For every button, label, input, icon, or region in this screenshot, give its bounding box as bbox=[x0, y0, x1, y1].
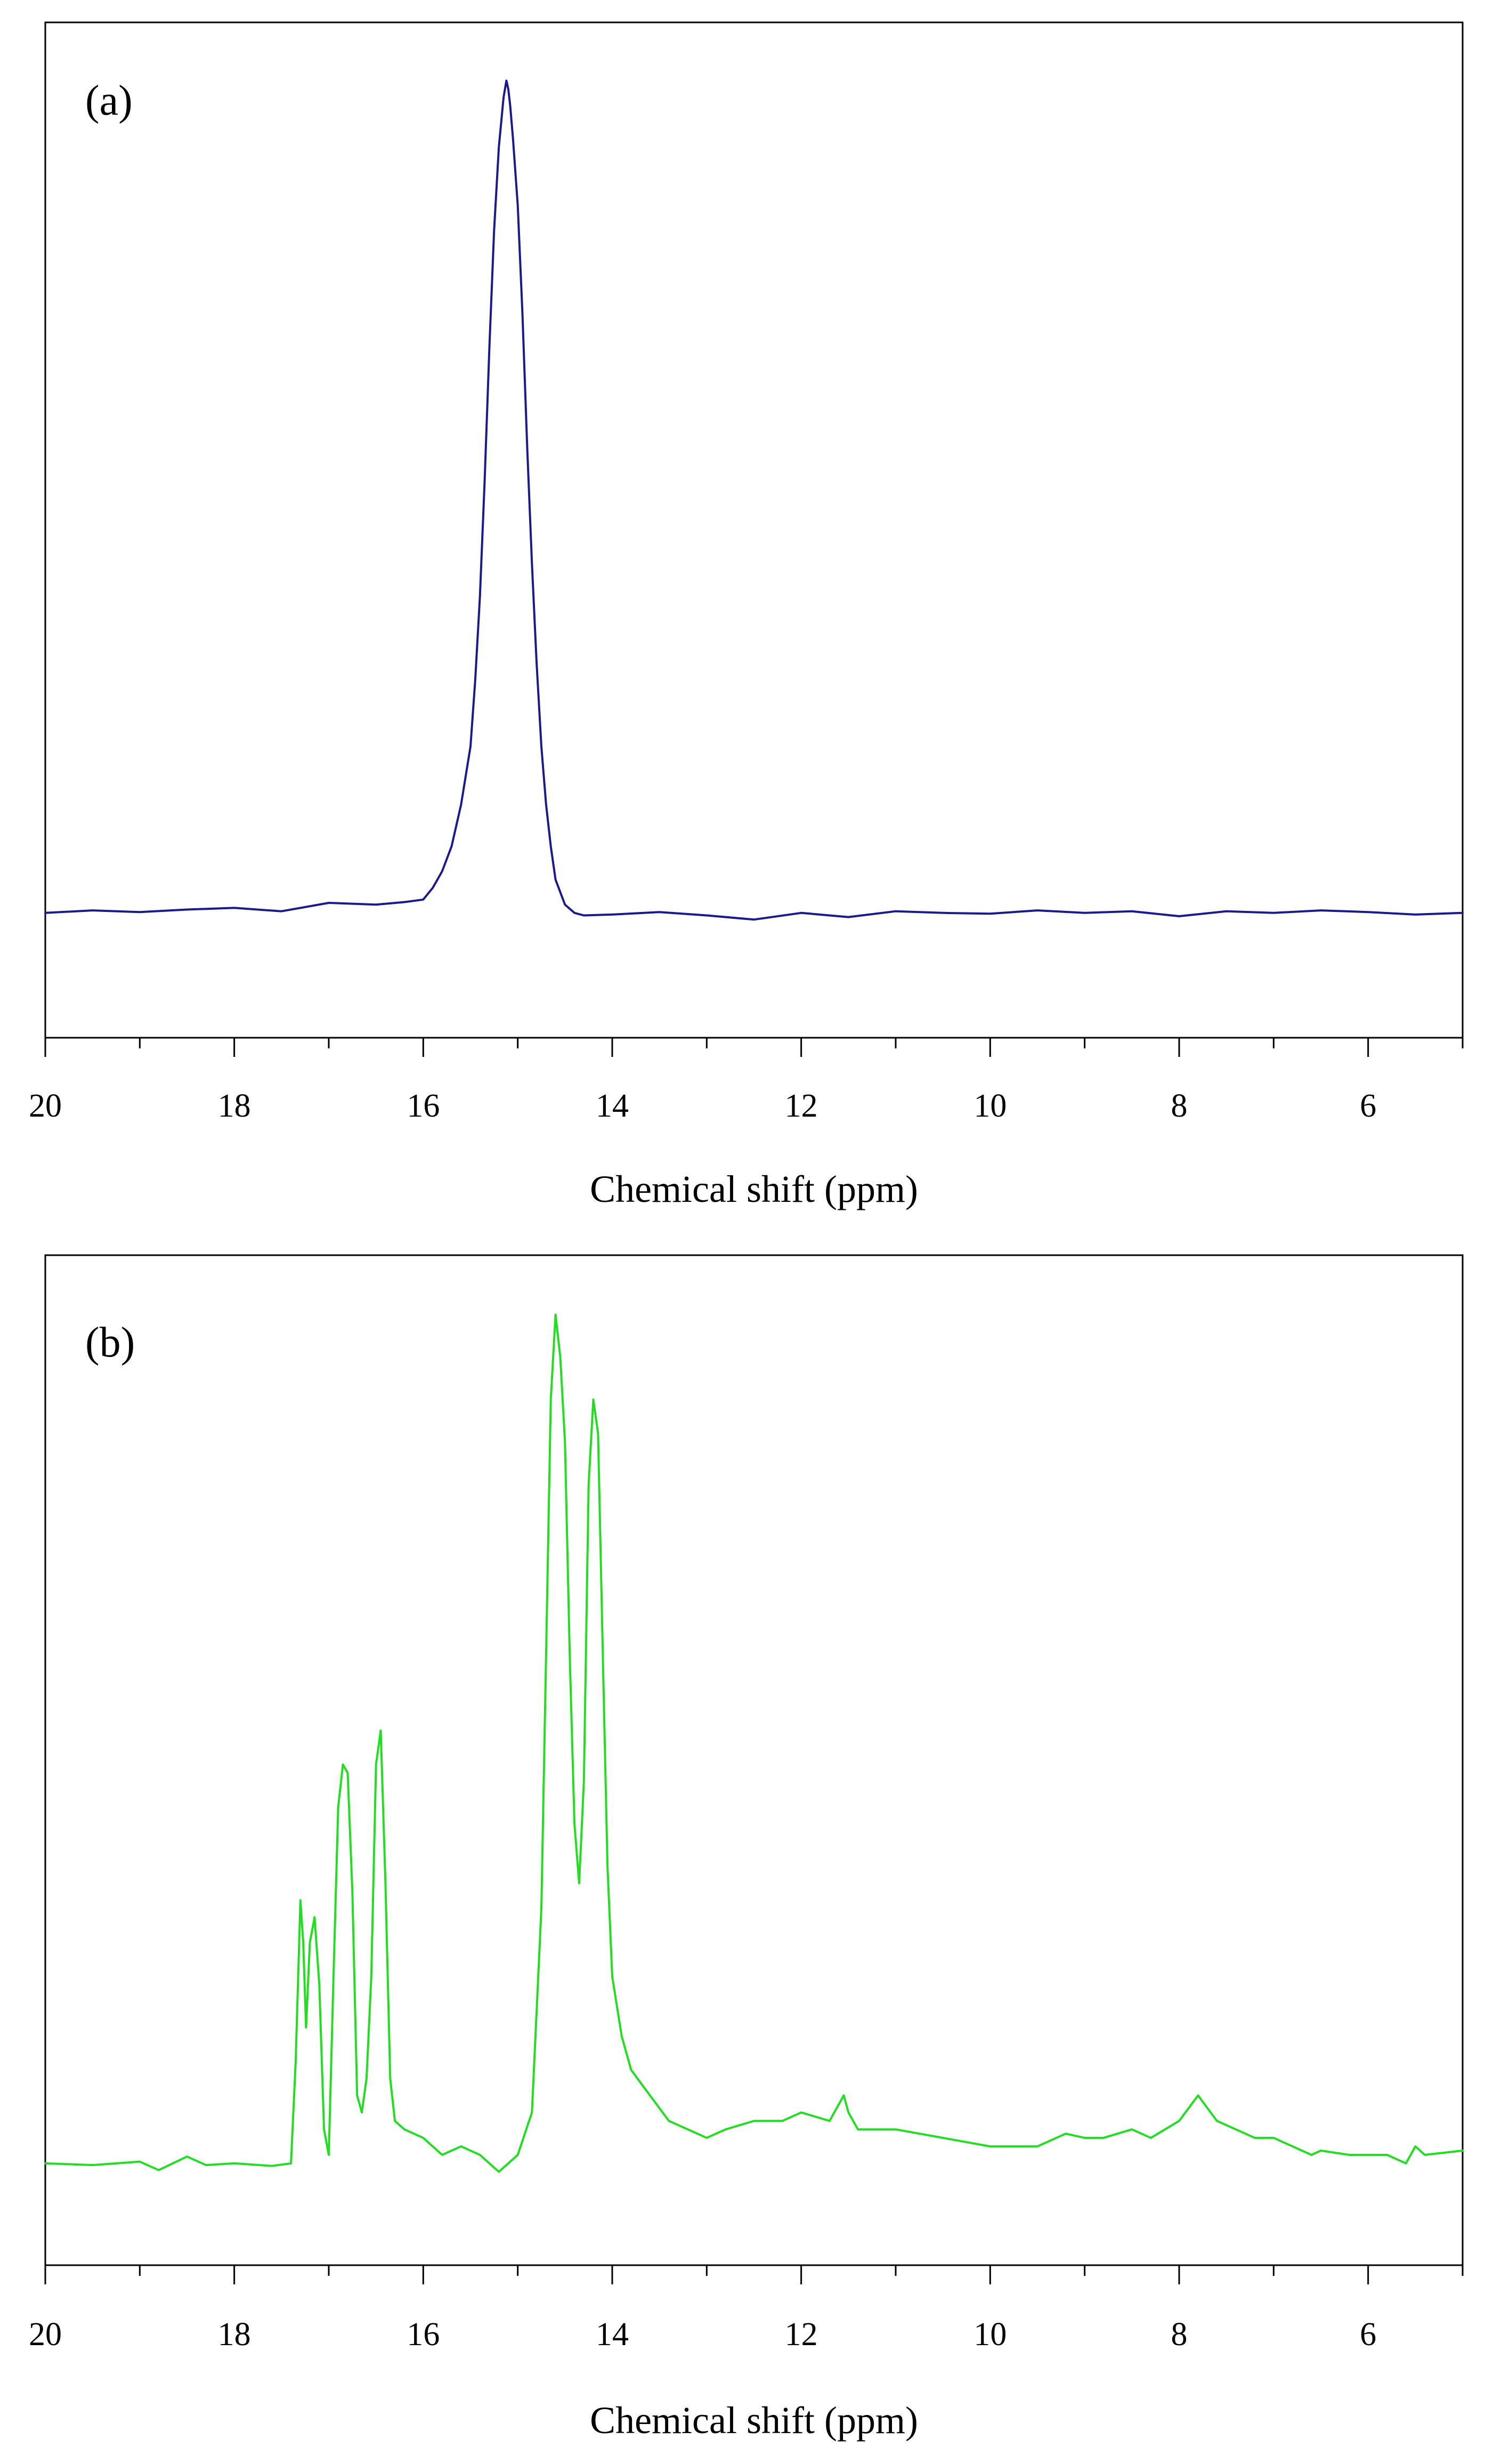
x-tick-label-a-8: 8 bbox=[1171, 1088, 1188, 1124]
x-tick-label-b-18: 18 bbox=[218, 2316, 251, 2353]
x-tick-labels-a: 20 18 16 14 12 10 8 6 bbox=[29, 1088, 1376, 1124]
x-tick-label-b-12: 12 bbox=[785, 2316, 818, 2353]
panel-b: (b) 20 18 16 14 12 10 8 6 Chemical shift (ppm) bbox=[29, 1254, 1464, 2442]
x-tick-label-b-8: 8 bbox=[1171, 2316, 1188, 2353]
x-tick-label-a-18: 18 bbox=[218, 1088, 251, 1124]
x-tick-label-b-16: 16 bbox=[407, 2316, 440, 2353]
x-tick-label-a-10: 10 bbox=[973, 1088, 1007, 1124]
spectrum-line-a bbox=[44, 79, 1464, 921]
x-axis-label-a: Chemical shift (ppm) bbox=[590, 1168, 918, 1210]
panel-label-b: (b) bbox=[85, 1319, 135, 1366]
x-tick-label-b-6: 6 bbox=[1360, 2316, 1376, 2353]
x-tick-label-a-16: 16 bbox=[407, 1088, 440, 1124]
x-tick-label-b-20: 20 bbox=[29, 2316, 62, 2353]
plot-frame-b bbox=[44, 1254, 1464, 2266]
x-axis-label-b: Chemical shift (ppm) bbox=[590, 2399, 918, 2442]
x-tick-label-a-14: 14 bbox=[596, 1088, 629, 1124]
panel-label-a: (a) bbox=[85, 77, 133, 124]
x-tick-label-b-14: 14 bbox=[596, 2316, 629, 2353]
x-tick-label-a-6: 6 bbox=[1360, 1088, 1376, 1124]
x-tick-labels-b: 20 18 16 14 12 10 8 6 bbox=[29, 2316, 1376, 2353]
plot-frame-a bbox=[44, 21, 1464, 1039]
x-ticks-b bbox=[44, 2265, 1464, 2284]
x-tick-label-a-12: 12 bbox=[785, 1088, 818, 1124]
x-tick-label-a-20: 20 bbox=[29, 1088, 62, 1124]
spectrum-line-b bbox=[44, 1313, 1464, 2173]
x-ticks-a bbox=[44, 1038, 1464, 1057]
x-tick-label-b-10: 10 bbox=[973, 2316, 1007, 2353]
panel-a: (a) 20 18 16 14 12 10 8 6 Chemical shift (ppm) bbox=[29, 21, 1464, 1210]
